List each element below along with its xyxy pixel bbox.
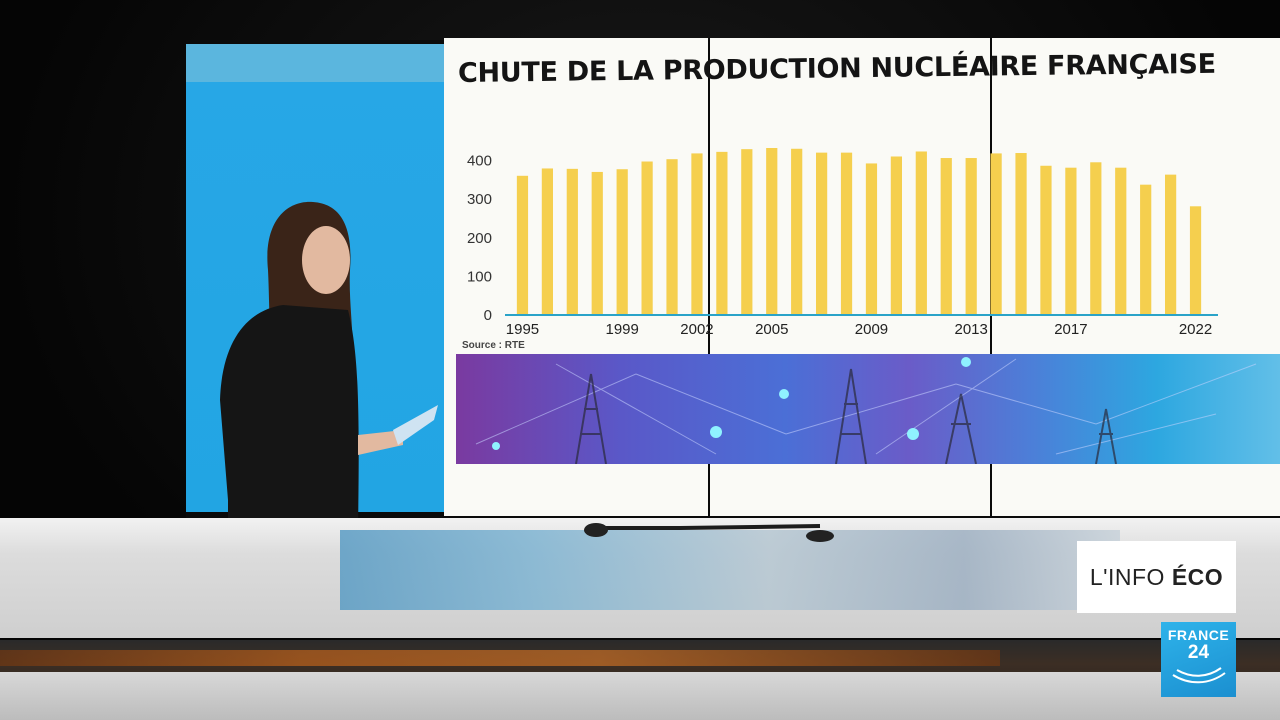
bar-chart: 0 100 200 300 400 1995 1999 2002 2005 2009 2013 201… xyxy=(467,148,1218,338)
x-tick-label: 2005 xyxy=(755,321,788,338)
bar xyxy=(516,175,529,314)
bar xyxy=(741,149,753,314)
france24-logo: FRANCE 24 xyxy=(1161,622,1236,697)
bar xyxy=(915,151,927,314)
bar xyxy=(1040,165,1052,314)
bar xyxy=(766,148,778,314)
y-tick-label: 400 xyxy=(467,153,492,170)
bar xyxy=(791,148,803,314)
bar xyxy=(865,163,878,314)
bar xyxy=(965,158,977,314)
bar xyxy=(990,153,1002,314)
x-tick-label: 2002 xyxy=(680,321,713,338)
bar xyxy=(591,171,603,314)
program-prefix: L'INFO xyxy=(1089,563,1172,590)
program-bold: ÉCO xyxy=(1171,563,1224,590)
bar xyxy=(641,161,653,314)
bar xyxy=(1015,153,1027,314)
chart-source: Source : RTE xyxy=(462,340,525,351)
bar xyxy=(566,168,578,314)
bar xyxy=(815,152,828,314)
pylon-illustration xyxy=(475,357,1257,464)
y-tick-label: 0 xyxy=(484,307,492,324)
desk-reflection xyxy=(340,530,1120,610)
x-tick-label: 2017 xyxy=(1054,321,1087,338)
x-tick-label: 1999 xyxy=(605,321,638,338)
x-tick-label: 1995 xyxy=(506,321,539,338)
program-badge: L'INFO ÉCO xyxy=(1077,541,1236,613)
blue-wall-header xyxy=(186,44,444,82)
waves-icon xyxy=(1171,667,1226,684)
bar xyxy=(691,153,703,314)
bar xyxy=(1140,184,1152,314)
y-tick-label: 300 xyxy=(467,191,492,208)
x-tick-label: 2009 xyxy=(855,321,888,338)
desk-light-strip xyxy=(0,650,1000,666)
y-tick-label: 200 xyxy=(467,230,492,247)
bar xyxy=(716,151,728,314)
bar xyxy=(1189,206,1202,314)
bar xyxy=(541,168,554,314)
x-tick-label: 2022 xyxy=(1179,321,1212,338)
bar xyxy=(1065,167,1077,314)
bar xyxy=(1164,174,1177,314)
channel-number: 24 xyxy=(1187,642,1210,663)
x-tick-label: 2013 xyxy=(954,321,987,338)
power-network-image xyxy=(456,354,1280,464)
y-tick-label: 100 xyxy=(467,268,492,285)
presenter xyxy=(220,201,438,530)
bar xyxy=(890,156,903,314)
desk-base xyxy=(0,672,1280,720)
bar xyxy=(840,152,853,314)
bar xyxy=(666,159,678,314)
bar xyxy=(1090,162,1102,314)
bar xyxy=(940,158,952,314)
bar xyxy=(616,169,628,314)
bar xyxy=(1115,167,1127,314)
channel-name: FRANCE xyxy=(1167,627,1230,643)
microphone xyxy=(584,523,834,542)
